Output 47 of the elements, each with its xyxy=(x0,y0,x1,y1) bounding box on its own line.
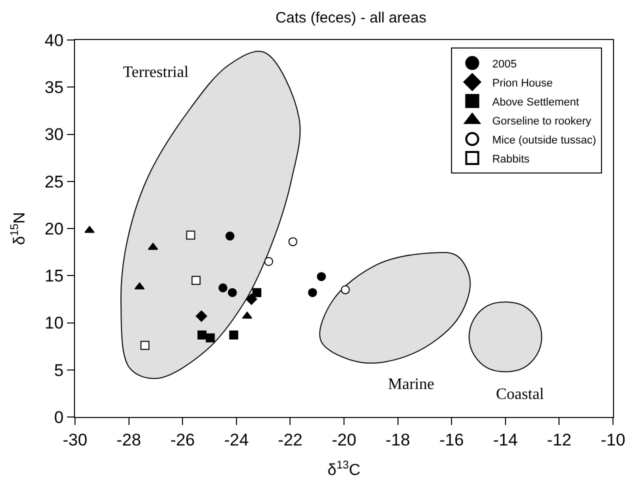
x-tick-label: -16 xyxy=(439,430,464,450)
point xyxy=(228,288,237,298)
legend-label: Gorseline to rookery xyxy=(492,115,592,128)
y-tick-label: 40 xyxy=(44,30,64,50)
point xyxy=(229,330,238,340)
y-tick-label: 30 xyxy=(44,125,64,144)
y-tick-label: 0 xyxy=(54,408,64,427)
point xyxy=(218,283,228,292)
annotation: Terrestrial xyxy=(123,64,190,81)
y-tick-label: 10 xyxy=(44,314,64,333)
y-tick-label: 20 xyxy=(44,219,64,238)
legend-label: Above Settlement xyxy=(492,96,580,108)
x-tick-label: -22 xyxy=(278,430,302,450)
annotation: Coastal xyxy=(496,386,545,403)
x-tick-label: -20 xyxy=(332,430,356,450)
point xyxy=(308,288,318,298)
point xyxy=(252,288,262,298)
x-tick-label: -18 xyxy=(386,430,410,450)
y-tick-label: 15 xyxy=(44,266,64,286)
point xyxy=(140,340,150,350)
x-tick-label: -30 xyxy=(62,430,88,450)
point xyxy=(206,333,215,342)
x-axis-title: δ$^{13}$C xyxy=(328,459,360,480)
annotation: Marine xyxy=(388,376,434,393)
x-tick-label: -24 xyxy=(224,430,249,450)
legend-label: Prion House xyxy=(492,77,553,90)
point xyxy=(246,293,258,305)
y-tick-label: 35 xyxy=(44,78,64,98)
point xyxy=(225,232,234,241)
point xyxy=(340,285,350,294)
point xyxy=(197,330,206,340)
legend-label: Rabbits xyxy=(492,153,530,166)
legend-label: Mice (outside tussac) xyxy=(492,134,596,146)
point xyxy=(242,312,252,319)
x-tick-label: -14 xyxy=(493,430,518,450)
x-tick-label: -28 xyxy=(116,430,142,450)
legend-label: 2005 xyxy=(492,58,517,70)
x-tick-label: -12 xyxy=(546,430,572,450)
point xyxy=(316,272,326,282)
point xyxy=(196,310,208,322)
x-tick-label: -10 xyxy=(600,430,626,450)
x-tick-label: -26 xyxy=(170,430,195,450)
point xyxy=(192,276,201,285)
chart-title: Cats (feces) - all areas xyxy=(275,10,426,27)
y-tick-label: 25 xyxy=(44,172,64,192)
point xyxy=(186,230,196,240)
y-tick-label: 5 xyxy=(54,360,64,380)
